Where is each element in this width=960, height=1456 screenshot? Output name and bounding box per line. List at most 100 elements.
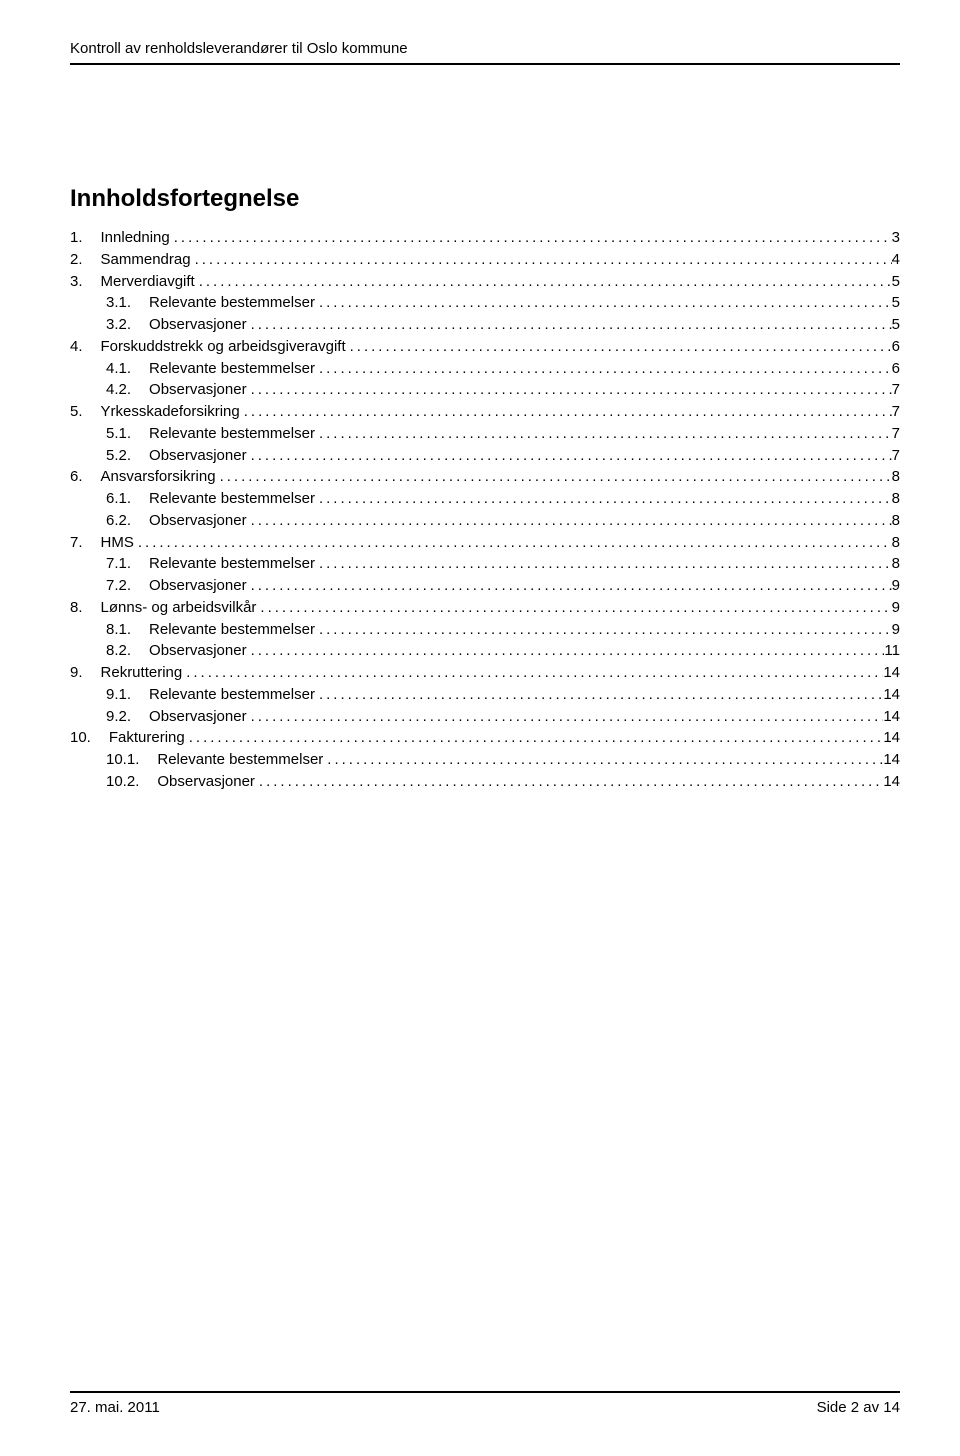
toc-entry-number: 5. [70, 401, 83, 423]
toc-entry-number: 8.1. [106, 619, 131, 641]
toc-entry-page: 14 [883, 684, 900, 706]
toc-entry-page: 14 [883, 771, 900, 793]
toc-entry: 3.2.Observasjoner5 [70, 314, 900, 336]
toc-entry-leader [315, 619, 892, 641]
toc-entry-leader [315, 488, 892, 510]
toc-entry-label: Relevante bestemmelser [131, 619, 315, 641]
toc-entry: 10.1.Relevante bestemmelser 14 [70, 749, 900, 771]
toc-entry: 3.Merverdiavgift 5 [70, 271, 900, 293]
toc-entry-page: 14 [883, 706, 900, 728]
toc-entry-number: 7.1. [106, 553, 131, 575]
toc-entry: 10.2.Observasjoner14 [70, 771, 900, 793]
toc-entry-number: 6.1. [106, 488, 131, 510]
toc-entry-leader [315, 423, 892, 445]
toc-entry-page: 14 [883, 727, 900, 749]
toc-entry-page: 9 [892, 597, 900, 619]
toc-entry-number: 2. [70, 249, 83, 271]
toc-entry: 7.1.Relevante bestemmelser 8 [70, 553, 900, 575]
toc-entry-page: 4 [892, 249, 900, 271]
toc-entry: 3.1.Relevante bestemmelser5 [70, 292, 900, 314]
toc-entry-number: 6. [70, 466, 83, 488]
toc-entry-number: 5.2. [106, 445, 131, 467]
toc-entry-page: 8 [892, 466, 900, 488]
toc-title: Innholdsfortegnelse [70, 185, 900, 213]
toc-entry-label: Relevante bestemmelser [131, 553, 315, 575]
toc-entry-label: Observasjoner [131, 314, 247, 336]
toc-entry: 5.Yrkesskadeforsikring 7 [70, 401, 900, 423]
toc-entry-label: HMS [83, 532, 134, 554]
toc-entry-page: 7 [892, 379, 900, 401]
toc-entry-page: 5 [892, 271, 900, 293]
toc-entry-label: Rekruttering [83, 662, 183, 684]
toc-entry: 8.Lønns- og arbeidsvilkår 9 [70, 597, 900, 619]
toc-entry-label: Observasjoner [131, 640, 247, 662]
toc-entry-page: 7 [892, 445, 900, 467]
toc-entry-page: 6 [892, 336, 900, 358]
toc-entry-leader [247, 640, 885, 662]
toc-entry-label: Merverdiavgift [83, 271, 195, 293]
toc-entry-leader [195, 271, 892, 293]
toc-entry-label: Relevante bestemmelser [131, 358, 315, 380]
toc-entry-number: 9. [70, 662, 83, 684]
toc-entry-page: 5 [892, 292, 900, 314]
toc-entry-page: 14 [883, 749, 900, 771]
toc-entry: 8.2.Observasjoner11 [70, 640, 900, 662]
toc-entry: 9.1.Relevante bestemmelser14 [70, 684, 900, 706]
toc-entry-page: 7 [892, 401, 900, 423]
toc-entry-number: 3.1. [106, 292, 131, 314]
header-title: Kontroll av renholdsleverandører til Osl… [70, 40, 900, 57]
toc-entry-page: 8 [892, 553, 900, 575]
toc-entry-page: 3 [892, 227, 900, 249]
toc-entry-leader [240, 401, 892, 423]
toc-entry-leader [185, 727, 884, 749]
toc-entry: 5.1.Relevante bestemmelser7 [70, 423, 900, 445]
toc-entry-page: 9 [892, 575, 900, 597]
toc-entry-label: Observasjoner [131, 510, 247, 532]
toc-entry-leader [247, 706, 884, 728]
toc-entry-leader [315, 358, 892, 380]
toc-entry-number: 10.1. [106, 749, 139, 771]
toc-entry-label: Relevante bestemmelser [131, 488, 315, 510]
toc-entry: 4.2.Observasjoner 7 [70, 379, 900, 401]
toc-entry-label: Relevante bestemmelser [131, 684, 315, 706]
toc-entry-label: Yrkesskadeforsikring [83, 401, 240, 423]
toc-entry-label: Lønns- og arbeidsvilkår [83, 597, 257, 619]
toc-entry-label: Ansvarsforsikring [83, 466, 216, 488]
toc-entry-leader [191, 249, 892, 271]
toc-entry-number: 3. [70, 271, 83, 293]
toc-entry-label: Observasjoner [131, 379, 247, 401]
header-divider [70, 63, 900, 65]
toc-entry-page: 8 [892, 510, 900, 532]
toc-entry-leader [170, 227, 892, 249]
toc-entry: 10.Fakturering14 [70, 727, 900, 749]
table-of-contents: 1.Innledning32.Sammendrag43.Merverdiavgi… [70, 227, 900, 793]
document-footer: 27. mai. 2011 Side 2 av 14 [70, 1391, 900, 1416]
toc-entry-label: Observasjoner [131, 706, 247, 728]
toc-entry: 4.Forskuddstrekk og arbeidsgiveravgift6 [70, 336, 900, 358]
toc-entry-page: 11 [884, 640, 900, 662]
toc-entry-number: 4.1. [106, 358, 131, 380]
toc-entry-number: 5.1. [106, 423, 131, 445]
toc-entry-number: 10.2. [106, 771, 139, 793]
toc-entry-leader [216, 466, 892, 488]
toc-entry-label: Relevante bestemmelser [139, 749, 323, 771]
toc-entry: 6.1.Relevante bestemmelser 8 [70, 488, 900, 510]
toc-entry-leader [182, 662, 883, 684]
toc-entry-label: Sammendrag [83, 249, 191, 271]
toc-entry-number: 8. [70, 597, 83, 619]
footer-date: 27. mai. 2011 [70, 1399, 160, 1416]
toc-entry-page: 8 [892, 488, 900, 510]
toc-entry-leader [255, 771, 883, 793]
toc-entry-label: Observasjoner [131, 575, 247, 597]
toc-entry: 5.2.Observasjoner7 [70, 445, 900, 467]
toc-entry-page: 14 [883, 662, 900, 684]
toc-entry-number: 6.2. [106, 510, 131, 532]
document-header: Kontroll av renholdsleverandører til Osl… [70, 40, 900, 57]
toc-entry-number: 4.2. [106, 379, 131, 401]
toc-entry-number: 9.2. [106, 706, 131, 728]
toc-entry: 9.Rekruttering 14 [70, 662, 900, 684]
toc-entry-label: Relevante bestemmelser [131, 423, 315, 445]
toc-entry-page: 5 [892, 314, 900, 336]
toc-entry-page: 8 [892, 532, 900, 554]
toc-entry-label: Fakturering [91, 727, 185, 749]
